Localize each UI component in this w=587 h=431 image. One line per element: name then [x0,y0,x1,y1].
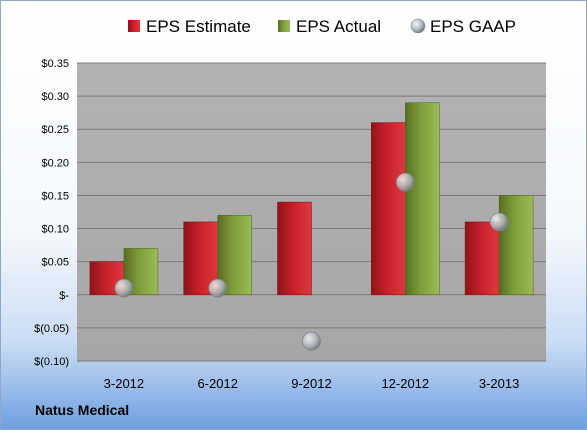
y-tick-label: $0.05 [41,257,69,269]
bar-eps-actual [498,195,534,296]
y-tick-label: $0.35 [41,58,69,70]
marker-eps-gaap [395,172,415,192]
marker-eps-gaap [302,331,321,351]
y-tick-label: $0.15 [41,190,69,202]
legend-eps-actual-label: EPS Actual [296,17,381,36]
x-category-label: 9-2012 [291,376,331,391]
y-tick-label: $(0.05) [34,323,69,335]
x-category-label: 6-2012 [197,376,237,391]
marker-eps-gaap [208,278,228,298]
y-tick-label: $0.25 [41,124,69,136]
legend-eps-estimate-swatch [128,20,140,32]
marker-eps-gaap [114,278,134,298]
bar-eps-estimate [277,201,312,296]
y-tick-label: $(0.10) [34,356,69,368]
legend-eps-gaap-swatch [410,18,426,34]
legend-eps-estimate-label: EPS Estimate [146,17,251,36]
y-tick-label: $0.10 [41,224,69,236]
legend-eps-actual-swatch [278,20,290,32]
legend-eps-gaap-label: EPS GAAP [430,17,516,36]
x-category-label: 3-2013 [479,376,519,391]
bar-eps-estimate [464,221,500,296]
y-tick-label: $0.30 [41,91,69,103]
x-category-label: 3-2012 [104,376,144,391]
bar-eps-estimate [371,122,406,296]
y-tick-label: $0.20 [41,157,69,169]
x-category-label: 12-2012 [381,376,429,391]
bar-eps-actual [405,102,440,296]
y-tick-label: $- [59,290,69,302]
company-name: Natus Medical [35,402,130,418]
marker-eps-gaap [489,212,509,232]
